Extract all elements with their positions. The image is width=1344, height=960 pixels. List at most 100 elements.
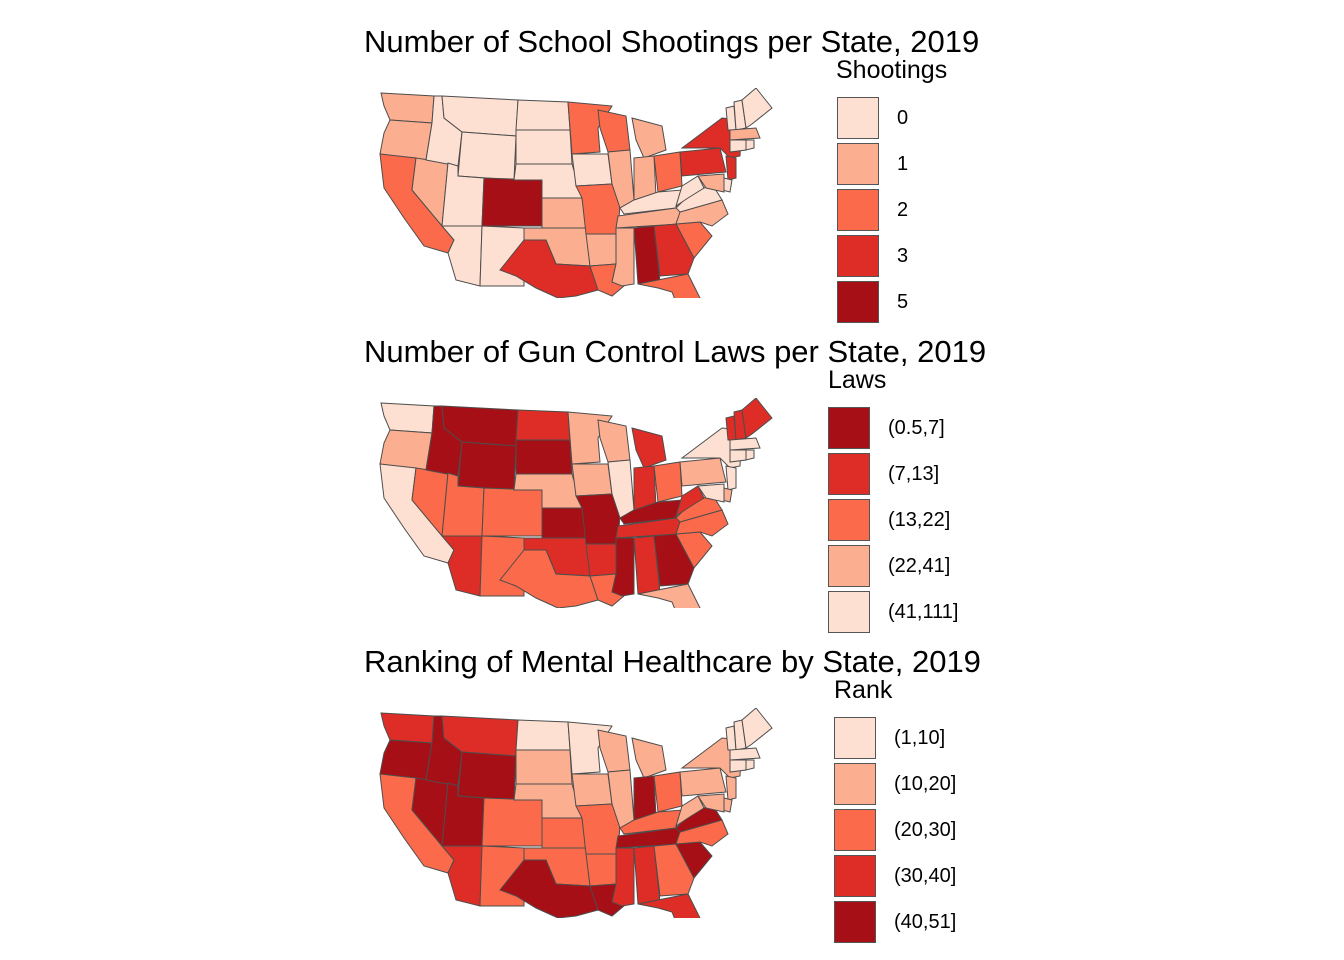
state-wa bbox=[380, 712, 435, 744]
state-sd bbox=[515, 439, 573, 475]
state-fl bbox=[637, 893, 701, 918]
state-wy bbox=[457, 131, 517, 181]
state-md bbox=[697, 793, 725, 813]
state-ia bbox=[571, 153, 613, 187]
state-ia bbox=[571, 463, 613, 497]
state-md bbox=[697, 483, 725, 503]
legend-title: Shootings bbox=[836, 56, 948, 84]
state-ga bbox=[653, 843, 695, 897]
legend-label: (7,13] bbox=[888, 463, 940, 485]
legend-label: (0.5,7] bbox=[888, 417, 945, 439]
legend-swatch bbox=[837, 189, 879, 231]
state-ct bbox=[729, 759, 747, 773]
state-ar bbox=[585, 853, 619, 887]
state-ri bbox=[745, 759, 755, 771]
state-md bbox=[697, 173, 725, 193]
state-nj bbox=[725, 775, 737, 801]
state-or bbox=[379, 119, 433, 161]
state-ny bbox=[680, 117, 743, 159]
state-or bbox=[379, 429, 433, 471]
state-pa bbox=[679, 457, 727, 487]
state-ks bbox=[541, 507, 587, 539]
state-co bbox=[481, 177, 543, 227]
map-title: Number of School Shootings per State, 20… bbox=[364, 24, 980, 59]
state-co bbox=[481, 487, 543, 537]
state-co bbox=[481, 797, 543, 847]
state-ks bbox=[541, 197, 587, 229]
state-nd bbox=[515, 719, 571, 751]
legend-label: (1,10] bbox=[894, 727, 946, 749]
state-or bbox=[379, 739, 433, 781]
state-ar bbox=[585, 543, 619, 577]
legend-title: Laws bbox=[828, 366, 887, 394]
legend-swatch bbox=[834, 855, 876, 897]
state-ia bbox=[571, 773, 613, 807]
legend-label: 2 bbox=[897, 199, 909, 221]
state-tx bbox=[499, 549, 599, 608]
legend-swatch bbox=[828, 591, 870, 633]
state-ga bbox=[653, 533, 695, 587]
legend-swatch bbox=[834, 809, 876, 851]
legend-label: (10,20] bbox=[894, 773, 957, 795]
state-sd bbox=[515, 129, 573, 165]
legend-swatch bbox=[837, 281, 879, 323]
state-mi bbox=[631, 427, 667, 469]
us-choropleth-map bbox=[379, 398, 773, 608]
state-ct bbox=[729, 139, 747, 153]
legend-swatch bbox=[828, 453, 870, 495]
legend-label: (20,30] bbox=[894, 819, 957, 841]
state-mi bbox=[631, 737, 667, 779]
legend-label: 3 bbox=[897, 245, 909, 267]
state-ma bbox=[729, 437, 761, 451]
state-ga bbox=[653, 223, 695, 277]
state-nd bbox=[515, 409, 571, 441]
legend-swatch bbox=[837, 143, 879, 185]
state-ks bbox=[541, 817, 587, 849]
state-mi bbox=[631, 117, 667, 159]
state-ma bbox=[729, 127, 761, 141]
state-wy bbox=[457, 441, 517, 491]
state-oh bbox=[653, 771, 683, 813]
state-me bbox=[741, 708, 773, 749]
legend-label: (13,22] bbox=[888, 509, 951, 531]
state-ny bbox=[680, 427, 743, 469]
state-wi bbox=[597, 419, 631, 463]
us-choropleth-map bbox=[379, 708, 773, 918]
state-wa bbox=[380, 92, 435, 124]
legend-swatch bbox=[837, 97, 879, 139]
state-tx bbox=[499, 239, 599, 298]
state-ct bbox=[729, 449, 747, 463]
legend-swatch bbox=[828, 499, 870, 541]
state-oh bbox=[653, 461, 683, 503]
map-title: Number of Gun Control Laws per State, 20… bbox=[364, 334, 987, 369]
map-title: Ranking of Mental Healthcare by State, 2… bbox=[364, 644, 981, 679]
state-nd bbox=[515, 99, 571, 131]
state-tx bbox=[499, 859, 599, 918]
map-panel-mental-health: Ranking of Mental Healthcare by State, 2… bbox=[0, 620, 1344, 943]
state-nj bbox=[725, 155, 737, 181]
legend-label: (30,40] bbox=[894, 865, 957, 887]
state-ma bbox=[729, 747, 761, 761]
map-panel-shootings: Number of School Shootings per State, 20… bbox=[0, 0, 1344, 323]
state-wi bbox=[597, 109, 631, 153]
legend-label: 0 bbox=[897, 107, 909, 129]
state-wi bbox=[597, 729, 631, 773]
legend-swatch bbox=[834, 901, 876, 943]
legend-label: (40,51] bbox=[894, 911, 957, 933]
state-nj bbox=[725, 465, 737, 491]
state-me bbox=[741, 88, 773, 129]
state-pa bbox=[679, 147, 727, 177]
state-oh bbox=[653, 151, 683, 193]
legend-swatch bbox=[837, 235, 879, 277]
state-ri bbox=[745, 139, 755, 151]
state-wv bbox=[675, 485, 705, 518]
state-ny bbox=[680, 737, 743, 779]
legend-title: Rank bbox=[834, 676, 893, 704]
state-fl bbox=[637, 583, 701, 608]
state-ri bbox=[745, 449, 755, 461]
legend-label: 5 bbox=[897, 291, 909, 313]
state-wa bbox=[380, 402, 435, 434]
us-choropleth-map bbox=[379, 88, 773, 298]
legend-swatch bbox=[828, 545, 870, 587]
legend-swatch bbox=[834, 717, 876, 759]
